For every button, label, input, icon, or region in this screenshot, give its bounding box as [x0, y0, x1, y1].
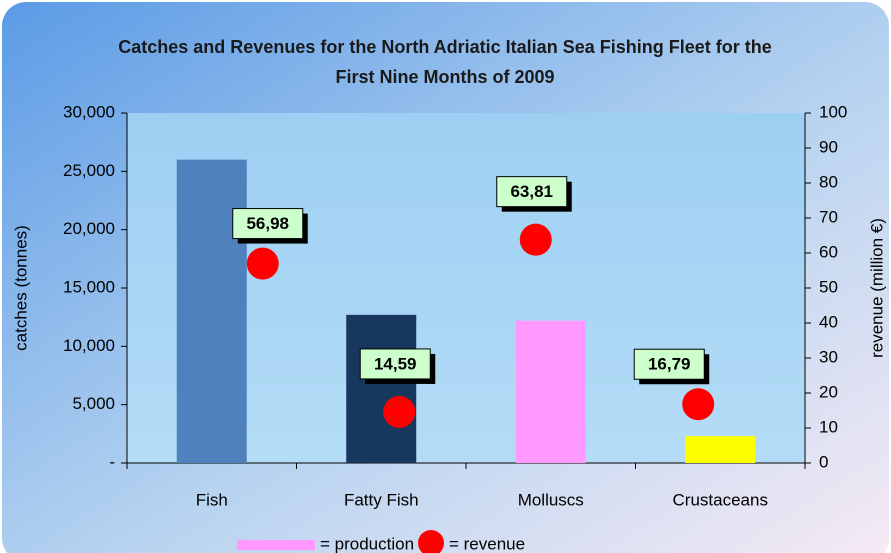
data-label: 14,59: [374, 354, 417, 373]
y2-tick-label: 90: [819, 137, 838, 156]
data-label: 16,79: [648, 355, 691, 374]
y2-tick-label: 0: [819, 452, 828, 471]
x-tick-label: Molluscs: [518, 490, 584, 509]
bar: [685, 436, 756, 463]
y2-tick-label: 20: [819, 382, 838, 401]
revenue-dot: [519, 223, 552, 256]
x-tick-label: Fish: [196, 490, 228, 509]
y-tick-label: 15,000: [63, 277, 115, 296]
bar: [176, 159, 247, 463]
y2-tick-label: 30: [819, 347, 838, 366]
y-tick-label: 25,000: [63, 161, 115, 180]
y2-axis-label: revenue (million €): [867, 218, 886, 358]
y-axis-label: catches (tonnes): [11, 225, 30, 351]
revenue-dot: [682, 388, 715, 421]
y2-tick-label: 60: [819, 242, 838, 261]
legend-swatch: [237, 540, 315, 550]
y2-tick-label: 10: [819, 417, 838, 436]
label-box: [359, 348, 431, 380]
y-tick-label: 20,000: [63, 219, 115, 238]
y2-tick-label: 80: [819, 172, 838, 191]
revenue-dot: [383, 395, 416, 428]
y-tick-label: 10,000: [63, 336, 115, 355]
y-tick-label: 30,000: [63, 102, 115, 121]
label-box: [232, 208, 304, 240]
label-box: [496, 176, 568, 208]
y-tick-label: -: [109, 452, 115, 471]
x-tick-label: Crustaceans: [673, 490, 768, 509]
revenue-dot: [246, 247, 279, 280]
y2-tick-label: 100: [819, 102, 847, 121]
y2-tick-label: 50: [819, 277, 838, 296]
bar: [346, 314, 417, 463]
x-tick-label: Fatty Fish: [344, 490, 419, 509]
legend-label: = revenue: [449, 534, 525, 553]
data-label: 56,98: [246, 214, 289, 233]
label-box: [633, 348, 705, 380]
chart-title: Catches and Revenues for the North Adria…: [118, 37, 772, 87]
legend-label: = production: [320, 534, 414, 553]
y-tick-label: 5,000: [72, 394, 115, 413]
y2-tick-label: 40: [819, 312, 838, 331]
bar: [515, 320, 586, 463]
data-label: 63,81: [510, 182, 553, 201]
legend-swatch: [418, 530, 444, 553]
y2-tick-label: 70: [819, 207, 838, 226]
